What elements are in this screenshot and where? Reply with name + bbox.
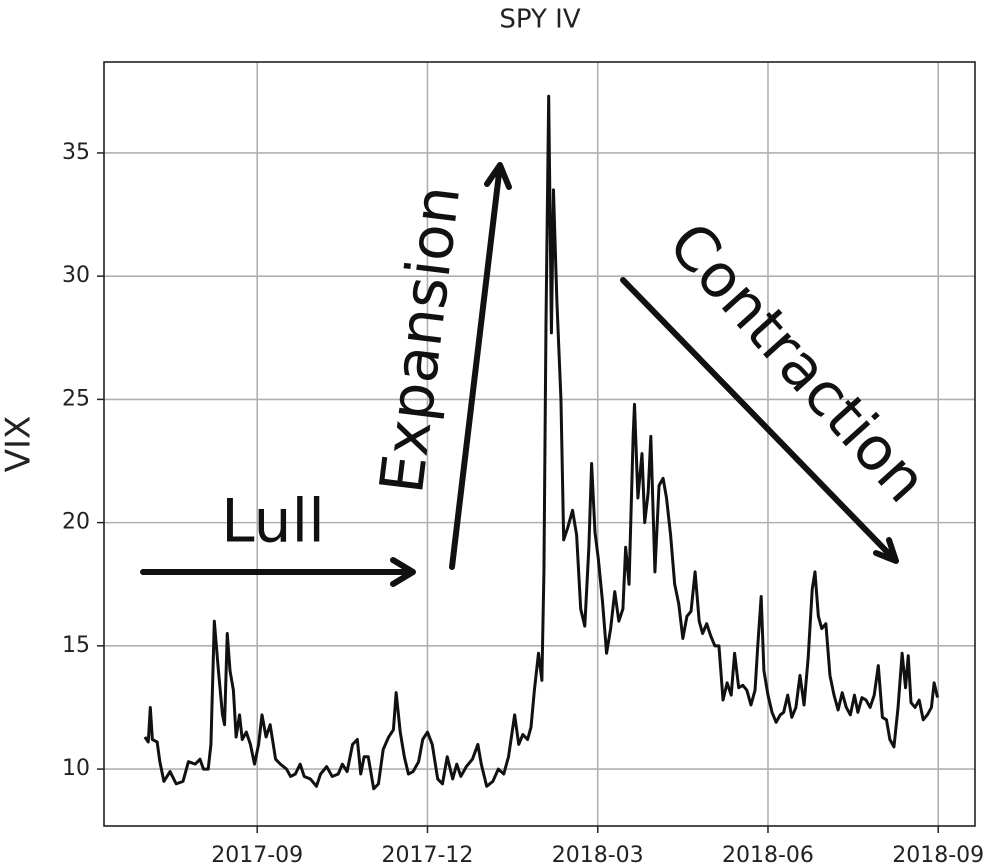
y-tick-label: 15	[62, 633, 90, 658]
x-tick-label: 2017-09	[211, 843, 303, 867]
annotations: Lull Expansion Contraction	[140, 162, 941, 587]
y-tick-label: 35	[62, 140, 90, 165]
y-tick-label: 30	[62, 263, 90, 288]
axes-frame	[103, 61, 976, 827]
annotation: Expansion	[367, 182, 474, 497]
y-tick-label: 20	[62, 510, 90, 535]
x-tick-label: 2018-06	[722, 843, 814, 867]
annotation: Lull	[221, 487, 325, 557]
arrow	[620, 277, 899, 564]
y-axis-label: VIX	[0, 416, 39, 473]
arrow	[140, 557, 416, 587]
x-tick-label: 2018-03	[552, 843, 644, 867]
chart-title: SPY IV	[499, 5, 580, 35]
y-tick-label: 25	[62, 386, 90, 411]
line	[143, 94, 940, 791]
y-tick-label: 10	[62, 756, 90, 781]
annotation: Contraction	[655, 209, 941, 516]
x-tick-label: 2018-09	[892, 843, 984, 867]
plot-area: 10 15 20 25 30 35 2017-09 2017-12 2018-03 2018-06…	[62, 61, 984, 867]
arrow	[449, 162, 512, 570]
x-tick-label: 2017-12	[382, 843, 474, 867]
